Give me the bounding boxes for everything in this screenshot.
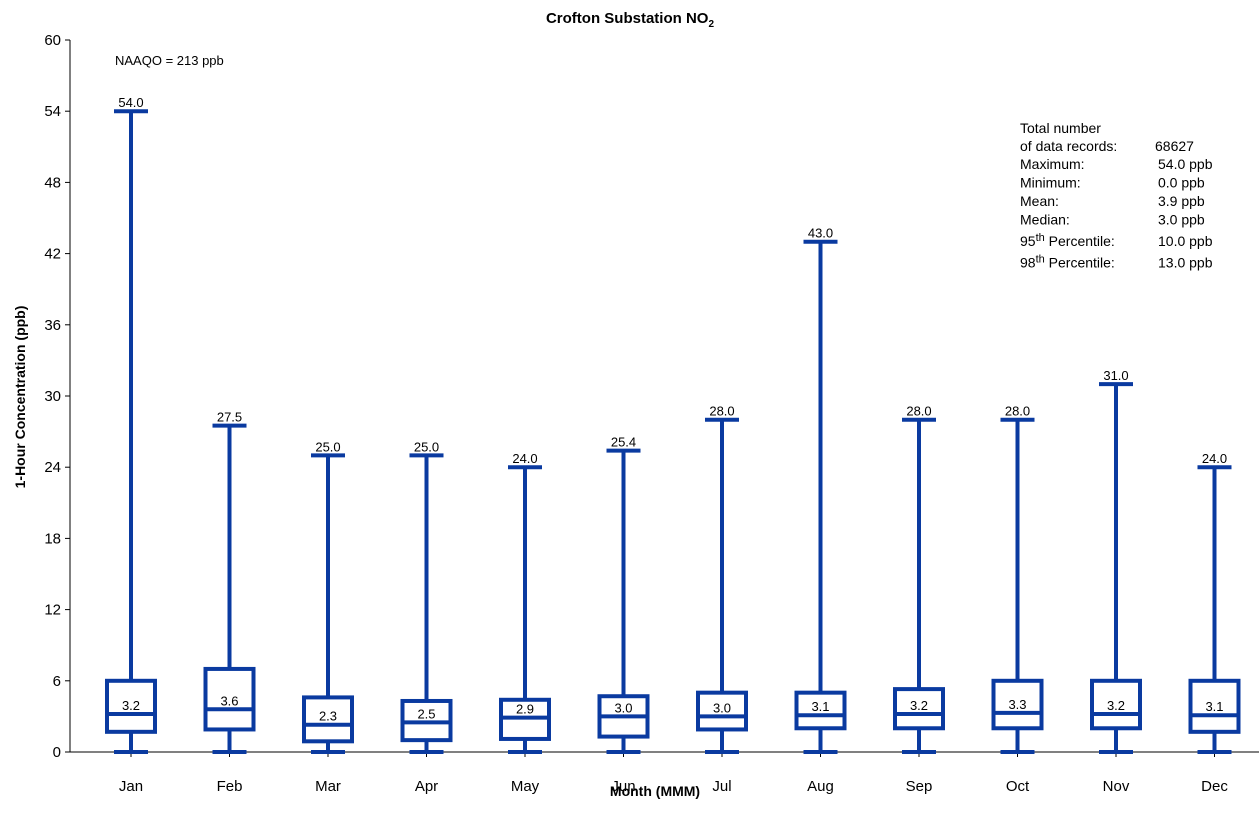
box-jan: 3.2 54.0 <box>105 95 157 754</box>
stats-row-label: 95th Percentile: <box>1020 232 1115 249</box>
summary-statistics: Total number of data records: 68627 Maxi… <box>1020 120 1213 271</box>
stats-row-value: 13.0 ppb <box>1158 255 1213 271</box>
iqr-box <box>893 687 945 731</box>
box-jun: 3.0 25.4 <box>597 435 650 754</box>
stats-row-value: 10.0 ppb <box>1158 233 1213 249</box>
stats-total-label-1: Total number <box>1020 120 1101 136</box>
iqr-box <box>302 695 354 744</box>
iqr-box <box>203 666 256 732</box>
stats-row-label: Minimum: <box>1020 175 1081 191</box>
box-sep: 3.2 28.0 <box>893 404 945 754</box>
y-tick-label: 12 <box>44 602 61 619</box>
box-nov: 3.2 31.0 <box>1090 368 1142 754</box>
y-axis-label: 1-Hour Concentration (ppb) <box>12 306 28 489</box>
stats-row-label: Maximum: <box>1020 156 1085 172</box>
box-may: 2.9 24.0 <box>499 451 551 754</box>
stats-row-label: Mean: <box>1020 193 1059 209</box>
stats-row-value: 54.0 ppb <box>1158 156 1213 172</box>
x-tick-label: Jun <box>611 778 635 795</box>
stats-row-value: 3.0 ppb <box>1158 212 1205 228</box>
x-tick-label: Mar <box>315 778 341 795</box>
median-label: 3.0 <box>713 700 731 715</box>
iqr-box <box>794 690 847 731</box>
stats-row-label: 98th Percentile: <box>1020 254 1115 271</box>
x-tick-label: Feb <box>217 778 243 795</box>
iqr-box <box>105 678 157 734</box>
box-oct: 3.3 28.0 <box>991 404 1044 754</box>
box-jul: 3.0 28.0 <box>696 404 748 754</box>
y-tick-label: 36 <box>44 317 61 334</box>
boxes: 3.2 54.0 3.6 27.5 2.3 25.0 2.5 25.0 2.9 24.0 3.0 25… <box>105 95 1241 754</box>
naaqo-annotation: NAAQO = 213 ppb <box>115 53 224 68</box>
stats-row-value: 3.9 ppb <box>1158 193 1205 209</box>
box-apr: 2.5 25.0 <box>400 439 453 754</box>
iqr-box <box>696 690 748 732</box>
x-tick-label: Sep <box>906 778 933 795</box>
stats-row-label: Median: <box>1020 212 1070 228</box>
median-label: 2.5 <box>417 706 435 721</box>
y-tick-label: 60 <box>44 32 61 49</box>
median-label: 3.1 <box>1205 699 1223 714</box>
median-label: 3.2 <box>122 698 140 713</box>
iqr-box <box>991 678 1044 731</box>
median-label: 3.2 <box>910 698 928 713</box>
y-tick-label: 24 <box>44 459 61 476</box>
max-label: 25.0 <box>414 439 439 454</box>
median-label: 3.1 <box>811 699 829 714</box>
y-tick-label: 42 <box>44 246 61 263</box>
max-label: 24.0 <box>1202 451 1227 466</box>
max-label: 25.4 <box>611 435 636 450</box>
y-tick-label: 48 <box>44 174 61 191</box>
box-mar: 2.3 25.0 <box>302 439 354 754</box>
max-label: 28.0 <box>709 404 734 419</box>
x-axis-label: Month (MMM) <box>610 783 700 799</box>
x-tick-label: Jan <box>119 778 143 795</box>
stats-total-value: 68627 <box>1155 138 1194 154</box>
iqr-box <box>1188 678 1241 734</box>
max-label: 28.0 <box>1005 404 1030 419</box>
median-label: 3.2 <box>1107 698 1125 713</box>
max-label: 27.5 <box>217 410 242 425</box>
y-tick-label: 54 <box>44 103 61 120</box>
y-tick-label: 30 <box>44 388 61 405</box>
max-label: 31.0 <box>1103 368 1128 383</box>
box-feb: 3.6 27.5 <box>203 410 256 754</box>
median-label: 3.3 <box>1008 697 1026 712</box>
max-label: 54.0 <box>118 95 143 110</box>
x-tick-label: Nov <box>1103 778 1130 795</box>
x-tick-label: Dec <box>1201 778 1228 795</box>
x-tick-label: Oct <box>1006 778 1030 795</box>
x-tick-label: May <box>511 778 540 795</box>
max-label: 43.0 <box>808 226 833 241</box>
x-tick-label: Aug <box>807 778 834 795</box>
y-tick-label: 6 <box>53 673 61 690</box>
chart-title: Crofton Substation NO2 <box>546 10 714 30</box>
stats-row-value: 0.0 ppb <box>1158 175 1205 191</box>
median-label: 2.9 <box>516 702 534 717</box>
median-label: 3.0 <box>614 700 632 715</box>
max-label: 25.0 <box>315 439 340 454</box>
box-aug: 3.1 43.0 <box>794 226 847 754</box>
axes: 0 6 12 18 24 30 36 42 48 54 60 Jan Feb Mar Apr May Jun Ju… <box>44 32 1259 795</box>
y-tick-label: 18 <box>44 530 61 547</box>
median-label: 2.3 <box>319 709 337 724</box>
iqr-box <box>1090 678 1142 731</box>
max-label: 24.0 <box>512 451 537 466</box>
max-label: 28.0 <box>906 404 931 419</box>
box-dec: 3.1 24.0 <box>1188 451 1241 754</box>
x-tick-label: Apr <box>415 778 438 795</box>
stats-total-label-2: of data records: <box>1020 138 1117 154</box>
x-tick-label: Jul <box>712 778 731 795</box>
y-tick-label: 0 <box>53 744 61 761</box>
median-label: 3.6 <box>220 693 238 708</box>
